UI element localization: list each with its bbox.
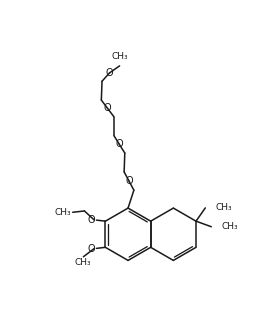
Text: CH₃: CH₃ (221, 222, 238, 231)
Text: O: O (104, 103, 112, 113)
Text: CH₃: CH₃ (215, 203, 232, 212)
Text: O: O (87, 214, 95, 225)
Text: CH₃: CH₃ (55, 208, 71, 217)
Text: O: O (125, 176, 133, 186)
Text: CH₃: CH₃ (112, 52, 128, 61)
Text: CH₃: CH₃ (75, 258, 91, 267)
Text: O: O (115, 139, 123, 149)
Text: O: O (106, 68, 113, 78)
Text: O: O (87, 244, 95, 254)
